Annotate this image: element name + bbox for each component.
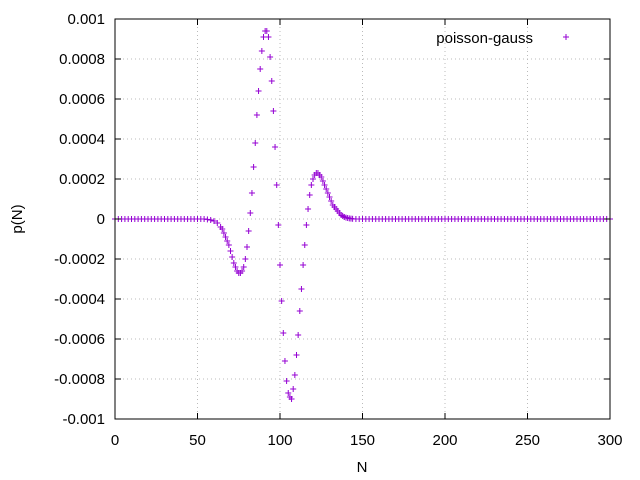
x-tick-label: 50 [189,432,206,449]
data-point [301,242,308,248]
data-point [240,264,247,270]
y-tick-label: -0.0004 [54,291,105,308]
data-point [239,268,246,274]
x-tick-label: 100 [267,432,292,449]
y-tick-label: 0.0008 [59,51,105,68]
y-tick-label: -0.001 [62,411,105,428]
data-point [247,210,254,216]
data-point [229,254,236,260]
data-point [227,248,234,254]
x-tick-labels: 0 50 100 150 200 250 300 [111,432,623,449]
data-point [290,386,297,392]
data-point [211,218,217,224]
data-point [293,352,300,358]
data-point [253,112,260,118]
data-point [295,332,302,338]
data-point [318,174,325,180]
data-point [225,242,232,248]
x-tick-label: 200 [432,432,457,449]
x-axis-label: N [357,459,368,476]
data-point [283,378,290,384]
data-point [300,262,307,268]
data-point [324,190,331,196]
data-point [257,66,264,72]
data-point [268,78,275,84]
y-tick-label: 0.0002 [59,171,105,188]
x-tick-label: 300 [597,432,622,449]
data-point [204,216,211,223]
data-point [219,226,226,232]
data-point [207,217,214,223]
data-point [220,230,227,236]
data-point [305,206,312,212]
x-tick-label: 250 [515,432,540,449]
data-point [255,88,262,94]
data-point [278,298,285,304]
legend: poisson-gauss [436,30,569,47]
data-point [244,244,250,250]
data-point [222,234,229,240]
data-point [328,198,335,204]
data-points [112,28,613,402]
data-point [310,176,316,182]
data-point [280,330,287,336]
y-tick-label: 0.001 [67,11,105,28]
data-point [232,264,239,270]
data-point [224,238,231,244]
data-point [326,194,333,200]
y-tick-label: -0.0002 [54,251,105,268]
data-point [272,144,279,150]
data-point [242,256,249,262]
data-point [245,228,252,234]
data-point [230,260,237,266]
legend-marker [563,34,569,40]
y-axis-label: p(N) [9,204,26,233]
x-tick-label: 0 [111,432,119,449]
data-point [303,222,310,228]
data-point [323,186,330,192]
data-point [270,108,277,114]
data-point [306,192,313,198]
data-point [265,34,272,40]
data-point [288,396,295,402]
data-point [285,390,292,396]
data-point [267,54,274,60]
data-point [214,220,221,226]
data-point [273,182,280,188]
data-point [296,308,303,314]
y-tick-label: -0.0006 [54,331,105,348]
data-point [291,372,298,378]
y-tick-labels: -0.001 -0.0008 -0.0006 -0.0004 -0.0002 0 0.000… [54,11,105,428]
data-point [321,182,328,188]
data-point [250,164,257,170]
axis-ticks [114,18,611,420]
data-point [319,178,326,184]
y-tick-label: 0.0004 [59,131,105,148]
y-tick-label: 0 [97,211,105,228]
data-point [277,262,283,268]
legend-label: poisson-gauss [436,30,533,47]
data-point [298,286,305,292]
data-point [308,182,315,188]
data-point [281,358,288,364]
data-point [275,222,282,228]
x-tick-label: 150 [350,432,375,449]
data-point [248,190,255,196]
data-point [263,28,270,34]
data-point [258,48,265,54]
y-tick-label: 0.0006 [59,91,105,108]
data-point [252,140,259,146]
y-tick-label: -0.0008 [54,371,105,388]
